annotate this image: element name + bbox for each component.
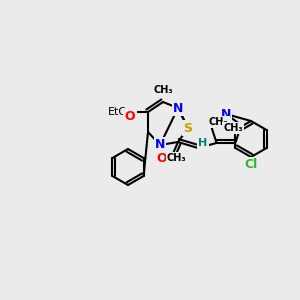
Text: H: H (198, 138, 208, 148)
Text: O: O (159, 149, 169, 163)
Text: N: N (173, 101, 183, 115)
Text: O: O (125, 110, 135, 122)
Text: O: O (156, 152, 167, 164)
Text: Cl: Cl (244, 158, 258, 172)
Text: N: N (155, 139, 165, 152)
Text: S: S (184, 122, 193, 134)
Text: N: N (221, 107, 231, 121)
Text: CH₃: CH₃ (153, 85, 173, 95)
Text: EtO: EtO (108, 107, 128, 117)
Text: CH₃: CH₃ (167, 153, 186, 163)
Text: CH₃: CH₃ (209, 117, 229, 127)
Text: CH₃: CH₃ (224, 123, 243, 133)
